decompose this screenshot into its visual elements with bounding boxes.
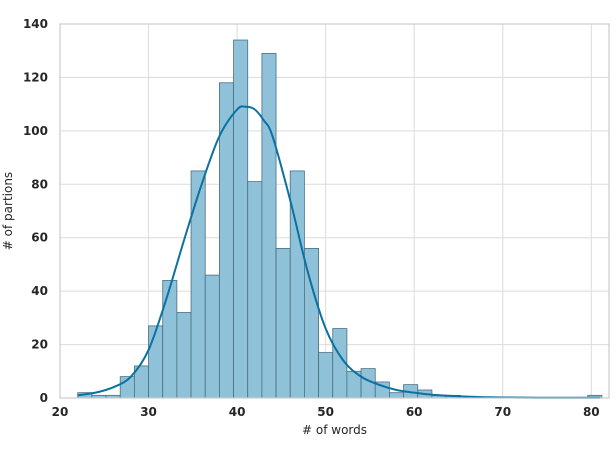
histogram-bar	[247, 181, 263, 399]
y-tick-label: 80	[31, 177, 48, 191]
x-axis-label: # of words	[302, 423, 367, 437]
histogram-bar	[204, 274, 220, 399]
plot-frame	[59, 23, 610, 399]
histogram-bar	[275, 247, 291, 399]
histogram-bar	[233, 39, 249, 399]
y-tick-labels: 0 20 40 60 80 100 120 140	[23, 17, 48, 405]
histogram-bar	[190, 170, 206, 399]
y-tick-label: 120	[23, 70, 48, 84]
histogram-bar	[388, 392, 404, 399]
y-tick-label: 140	[23, 17, 48, 31]
histogram-bar	[176, 312, 192, 399]
histogram-bar	[148, 325, 164, 399]
x-tick-label: 50	[317, 405, 334, 419]
x-tick-label: 20	[52, 405, 69, 419]
x-tick-label: 40	[229, 405, 246, 419]
y-axis-label: # of partions	[1, 172, 15, 250]
x-tick-label: 70	[494, 405, 511, 419]
y-tick-label: 100	[23, 124, 48, 138]
histogram-bar	[318, 352, 334, 399]
histogram-bar	[162, 280, 178, 399]
x-tick-labels: 20 30 40 50 60 70 80	[52, 405, 600, 419]
y-tick-label: 60	[31, 231, 48, 245]
x-tick-label: 60	[406, 405, 423, 419]
y-tick-label: 20	[31, 338, 48, 352]
x-tick-label: 80	[583, 405, 600, 419]
histogram-bar	[261, 52, 277, 399]
y-tick-label: 0	[40, 391, 48, 405]
kde-curve	[77, 105, 601, 399]
x-tick-label: 30	[140, 405, 157, 419]
y-tick-label: 40	[31, 284, 48, 298]
histogram-bars	[77, 39, 603, 399]
